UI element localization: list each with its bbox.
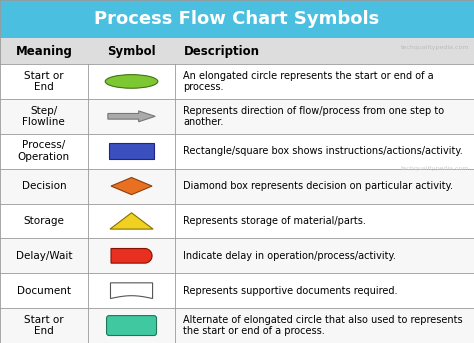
- Text: Alternate of elongated circle that also used to represents
the start or end of a: Alternate of elongated circle that also …: [183, 315, 463, 336]
- Text: Symbol: Symbol: [107, 45, 156, 58]
- Text: Delay/Wait: Delay/Wait: [16, 251, 72, 261]
- Text: Description: Description: [183, 45, 259, 58]
- Text: Rectangle/square box shows instructions/actions/activity.: Rectangle/square box shows instructions/…: [183, 146, 463, 156]
- Polygon shape: [111, 248, 152, 263]
- Bar: [0, 134, 474, 169]
- Bar: [0, 38, 474, 64]
- Bar: [0, 238, 474, 273]
- Text: Indicate delay in operation/process/activity.: Indicate delay in operation/process/acti…: [183, 251, 396, 261]
- Text: Start or
End: Start or End: [24, 71, 64, 92]
- Text: Process Flow Chart Symbols: Process Flow Chart Symbols: [94, 10, 380, 28]
- Bar: [0, 0, 474, 38]
- Text: Represents supportive documents required.: Represents supportive documents required…: [183, 286, 398, 296]
- Text: Storage: Storage: [23, 216, 64, 226]
- Text: Document: Document: [17, 286, 71, 296]
- Polygon shape: [108, 111, 155, 122]
- Bar: [0, 169, 474, 203]
- Text: Represents direction of flow/process from one step to
another.: Represents direction of flow/process fro…: [183, 106, 445, 127]
- Polygon shape: [110, 213, 153, 229]
- Bar: [0, 203, 474, 238]
- FancyBboxPatch shape: [107, 316, 156, 335]
- Text: Meaning: Meaning: [16, 45, 72, 58]
- Text: Step/
Flowline: Step/ Flowline: [22, 106, 65, 127]
- Ellipse shape: [105, 75, 158, 88]
- Text: techqualitypedia.com: techqualitypedia.com: [401, 45, 469, 50]
- Text: Represents storage of material/parts.: Represents storage of material/parts.: [183, 216, 366, 226]
- Bar: [109, 143, 154, 159]
- Text: techqualitypedia.com: techqualitypedia.com: [401, 166, 469, 171]
- Bar: [0, 64, 474, 99]
- Text: Start or
End: Start or End: [24, 315, 64, 336]
- Polygon shape: [111, 177, 152, 194]
- Text: Decision: Decision: [21, 181, 66, 191]
- Bar: [0, 99, 474, 134]
- Bar: [0, 308, 474, 343]
- Text: Diamond box represents decision on particular activity.: Diamond box represents decision on parti…: [183, 181, 453, 191]
- Text: An elongated circle represents the start or end of a
process.: An elongated circle represents the start…: [183, 71, 434, 92]
- Bar: [0, 273, 474, 308]
- Polygon shape: [110, 283, 153, 298]
- Text: Process/
Operation: Process/ Operation: [18, 140, 70, 162]
